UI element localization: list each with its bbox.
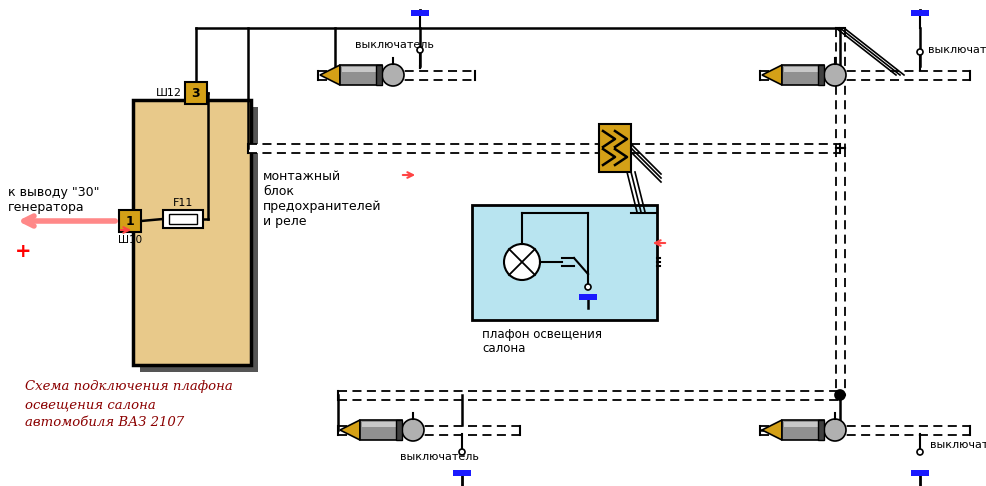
Bar (783, 422, 821, 427)
Circle shape (916, 49, 922, 55)
Polygon shape (761, 65, 781, 85)
Polygon shape (339, 420, 360, 440)
Bar (599, 124, 630, 172)
Text: 3: 3 (191, 87, 200, 100)
Text: плафон освещения: плафон освещения (481, 328, 601, 341)
Bar (337, 426, 520, 434)
Text: выключатель: выключатель (399, 452, 478, 462)
Bar (471, 205, 657, 320)
Circle shape (458, 449, 464, 455)
Bar (410, 10, 429, 16)
Text: Ш12: Ш12 (156, 88, 181, 98)
Circle shape (823, 64, 845, 86)
Bar (337, 390, 839, 399)
Bar (835, 148, 844, 395)
Text: Ш10: Ш10 (117, 235, 142, 245)
Bar (579, 294, 597, 300)
Bar (817, 420, 823, 440)
Text: к выводу "30"
генератора: к выводу "30" генератора (8, 186, 100, 214)
Text: выключатель: выключатель (929, 440, 986, 450)
Bar (362, 422, 399, 427)
Text: монтажный
блок
предохранителей
и реле: монтажный блок предохранителей и реле (262, 170, 382, 228)
Bar (339, 65, 382, 85)
Text: +: + (15, 242, 32, 261)
Text: 1: 1 (125, 214, 134, 227)
Circle shape (834, 390, 844, 400)
Bar (163, 210, 203, 228)
Bar (376, 65, 382, 85)
Bar (817, 65, 823, 85)
Text: F11: F11 (173, 198, 193, 208)
Bar (184, 82, 207, 104)
Text: выключатель: выключатель (927, 45, 986, 55)
Bar (119, 210, 141, 232)
Circle shape (416, 47, 423, 53)
Bar (317, 70, 474, 80)
Bar (783, 67, 821, 72)
Circle shape (401, 419, 424, 441)
Text: выключатель: выключатель (355, 40, 434, 50)
Bar (759, 70, 969, 80)
Text: салона: салона (481, 342, 525, 355)
Bar (342, 67, 380, 72)
Bar (453, 470, 470, 476)
Bar (910, 470, 928, 476)
Bar (395, 420, 401, 440)
Circle shape (916, 449, 922, 455)
Circle shape (504, 244, 539, 280)
Bar (169, 214, 197, 224)
Text: автомобиля ВАЗ 2107: автомобиля ВАЗ 2107 (25, 416, 184, 429)
Bar (360, 420, 401, 440)
Polygon shape (761, 420, 781, 440)
Bar (835, 28, 844, 148)
Circle shape (585, 284, 591, 290)
Polygon shape (319, 65, 339, 85)
Text: освещения салона: освещения салона (25, 398, 156, 411)
Bar (781, 65, 823, 85)
Bar (133, 100, 250, 365)
Bar (630, 143, 839, 153)
Bar (781, 420, 823, 440)
Circle shape (823, 419, 845, 441)
Bar (910, 10, 928, 16)
Text: Схема подключения плафона: Схема подключения плафона (25, 380, 233, 393)
Bar (247, 143, 599, 153)
Circle shape (382, 64, 403, 86)
Bar (140, 107, 257, 372)
Bar (759, 426, 969, 434)
